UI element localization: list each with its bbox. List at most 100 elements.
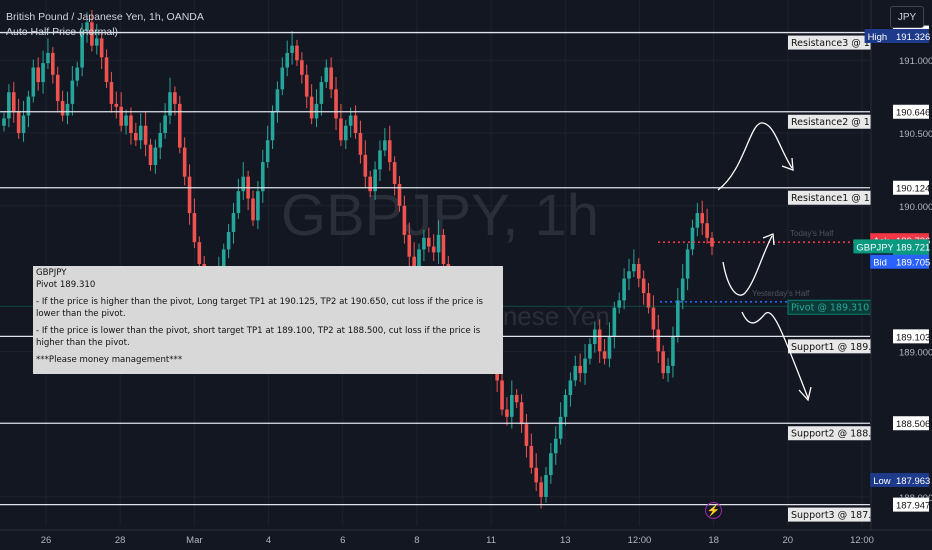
- candle-body: [60, 100, 65, 116]
- candle-body: [163, 115, 167, 133]
- candle-body: [197, 242, 202, 264]
- candle-body: [319, 82, 324, 104]
- candle-body: [656, 329, 661, 352]
- candle-body: [632, 264, 636, 272]
- candle-body: [685, 249, 690, 279]
- x-tick-label-3: 4: [266, 535, 271, 546]
- candle-body: [602, 351, 607, 359]
- level-label-support3: Support3 @ 187.950: [791, 510, 889, 521]
- price-tag-value-box: [893, 473, 929, 487]
- level-label-resistance3: Resistance3 @ 191.190: [791, 38, 903, 49]
- candle-body: [671, 336, 675, 366]
- axis-level-label: 189.103: [896, 332, 930, 343]
- candle-body: [617, 300, 622, 308]
- level-label-box-support2: [788, 426, 895, 441]
- candle-body: [75, 67, 80, 81]
- x-tick-label-5: 8: [414, 535, 419, 546]
- candle-body: [70, 80, 75, 104]
- y-tick-label-2: 190.000: [899, 202, 932, 213]
- candle-body: [407, 234, 412, 257]
- axis-level-label: 190.646: [896, 108, 930, 119]
- candle-body: [353, 115, 358, 133]
- short-scenario-arrow: [741, 311, 809, 399]
- candle-body: [358, 133, 363, 155]
- candle-body: [339, 118, 343, 141]
- price-tag-value: 189.721: [896, 242, 930, 253]
- candle-body: [36, 67, 40, 83]
- candle-body: [695, 213, 700, 228]
- candle-body: [392, 162, 397, 184]
- candle-body: [221, 249, 226, 272]
- candle-body: [510, 395, 514, 417]
- lightning-icon[interactable]: ⚡: [705, 502, 722, 519]
- x-tick-label-9: 18: [708, 535, 719, 546]
- price-tag-label-box: [864, 29, 893, 43]
- x-tick-label-1: 28: [115, 535, 126, 546]
- candle-body: [436, 234, 441, 253]
- candle-body: [300, 60, 304, 75]
- candle-body: [177, 103, 182, 148]
- candle-body: [573, 365, 578, 381]
- axis-level-label: 190.124: [896, 184, 930, 195]
- candle-body: [627, 271, 631, 279]
- candle-body: [710, 237, 714, 247]
- x-tick-label-11: 12:00: [850, 535, 874, 546]
- short-scenario-arrowhead: [798, 386, 812, 402]
- candle-body: [148, 144, 153, 166]
- candle-body: [441, 234, 446, 264]
- candle-body: [544, 475, 548, 497]
- y-tick-label-4: 191.000: [899, 56, 932, 67]
- candle-body: [363, 154, 368, 177]
- candle-body: [500, 380, 504, 410]
- x-tick-label-6: 11: [486, 535, 496, 546]
- level-label-support2: Support2 @ 188.500: [791, 429, 889, 440]
- candle-body: [153, 147, 158, 166]
- level-label-box-support3: [788, 507, 895, 522]
- candle-body: [666, 365, 670, 374]
- candle-body: [402, 205, 407, 235]
- candle-body: [427, 237, 431, 247]
- candle-body: [134, 133, 138, 141]
- candle-body: [104, 57, 109, 83]
- symbol-title[interactable]: British Pound / Japanese Yen, 1h, OANDA: [6, 11, 204, 23]
- candle-body: [568, 380, 573, 395]
- candle-body: [549, 453, 553, 476]
- candle-body: [514, 395, 519, 403]
- currency-button[interactable]: JPY: [890, 6, 924, 28]
- grid-lines: [0, 0, 870, 526]
- bounce-scenario-arrow: [722, 235, 773, 296]
- candle-body: [636, 264, 641, 279]
- candle-body: [641, 278, 646, 294]
- candle-body: [505, 409, 509, 417]
- candle-body: [563, 395, 568, 417]
- candle-body: [265, 140, 270, 163]
- candle-body: [41, 63, 45, 83]
- candle-body: [583, 358, 587, 374]
- candle-body: [251, 198, 255, 221]
- candle-body: [280, 67, 285, 90]
- note-long-scenario: - If the price is higher than the pivot,…: [36, 297, 484, 319]
- y-tick-label-1: 189.000: [899, 347, 932, 358]
- price-tag-value-box: [893, 254, 929, 269]
- candle-body: [119, 106, 123, 126]
- price-tag-label-box: [853, 239, 893, 254]
- x-tick-label-8: 12:00: [628, 535, 652, 546]
- candle-body: [588, 344, 592, 359]
- half-line-label-1: Yesterday's Half: [752, 289, 810, 298]
- candle-body: [651, 307, 656, 330]
- x-tick-label-2: Mar: [186, 535, 202, 546]
- candle-body: [270, 111, 275, 141]
- candle-body: [138, 125, 143, 141]
- candle-body: [55, 74, 60, 101]
- candle-body: [690, 227, 695, 250]
- candle-body: [109, 82, 114, 104]
- candle-body: [26, 96, 31, 116]
- candle-body: [539, 482, 543, 497]
- price-tag-value: 187.963: [896, 476, 930, 487]
- indicator-label[interactable]: Auto Half Price (normal): [6, 26, 119, 38]
- candle-body: [309, 96, 314, 119]
- candle-body: [260, 162, 265, 192]
- candle-body: [46, 52, 50, 64]
- candle-body: [534, 467, 539, 483]
